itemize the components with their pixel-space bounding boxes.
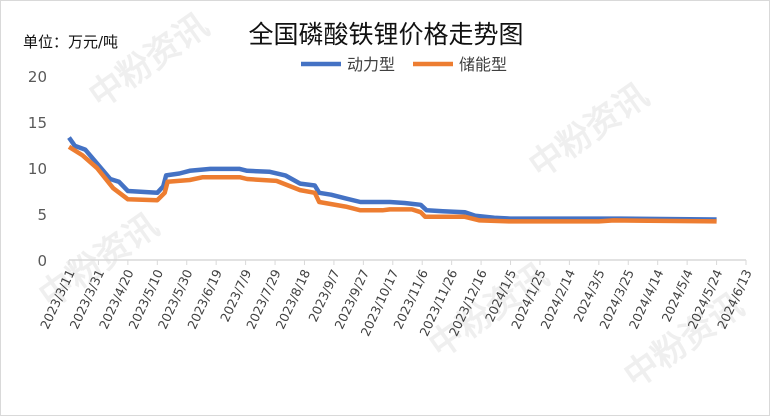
y-tick-label: 10 [28, 160, 47, 178]
chart-title: 全国磷酸铁锂价格走势图 [248, 20, 524, 49]
y-tick-label: 0 [37, 252, 47, 270]
y-tick-label: 5 [37, 206, 47, 224]
legend-label: 储能型 [459, 55, 507, 74]
y-tick-label: 15 [28, 114, 47, 132]
legend-label: 动力型 [347, 55, 395, 74]
series-line-energy-storage [67, 144, 717, 224]
unit-label: 单位：万元/吨 [23, 33, 119, 51]
series-line-power [67, 136, 717, 222]
y-tick-label: 20 [28, 68, 47, 86]
